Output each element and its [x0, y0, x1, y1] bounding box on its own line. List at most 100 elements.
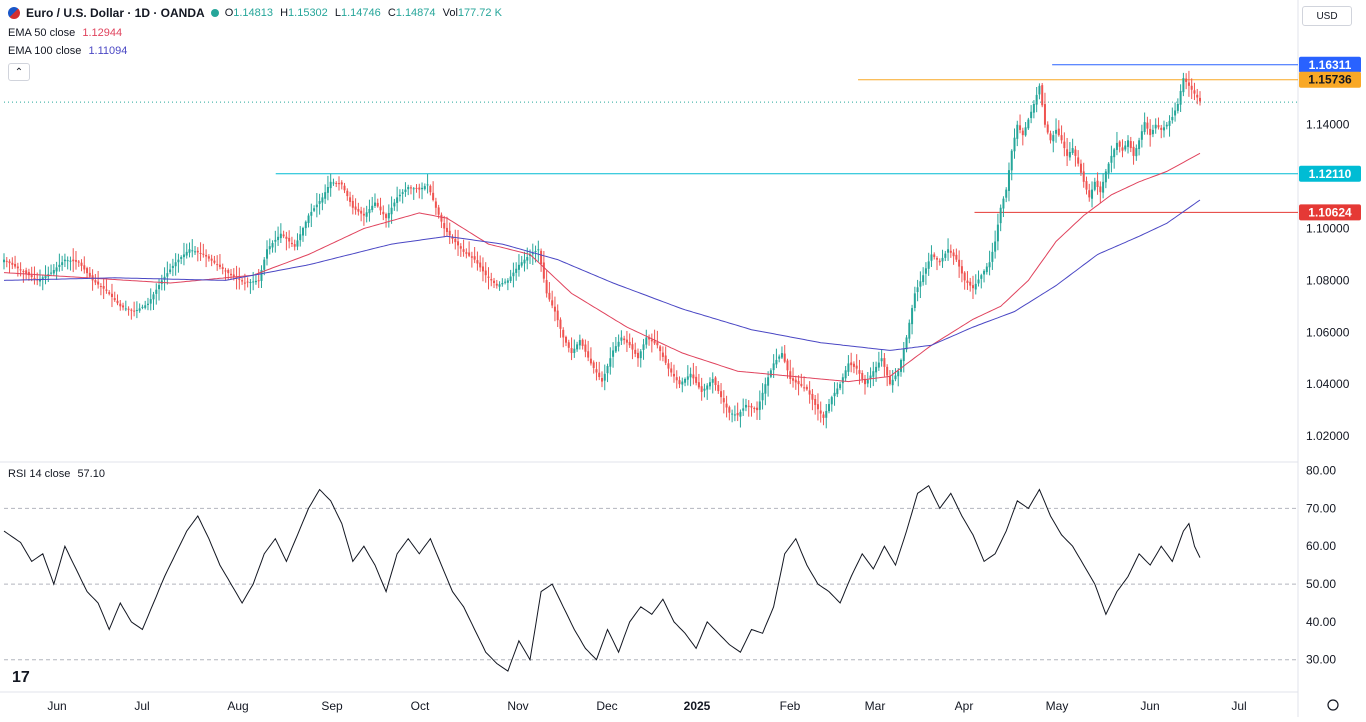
candle-body-192 [534, 250, 537, 253]
candle-body-104 [290, 242, 293, 245]
candle-body-145 [404, 189, 407, 192]
candle-body-226 [628, 341, 631, 346]
candle-body-2 [8, 261, 11, 264]
candle-body-27 [77, 261, 80, 263]
candle-body-256 [711, 378, 714, 383]
collapse-legend-button[interactable]: ⌃ [8, 63, 30, 81]
candle-body-266 [739, 411, 742, 417]
candle-body-161 [448, 230, 451, 236]
candle-body-134 [373, 202, 376, 206]
candle-body-236 [656, 342, 659, 346]
time-tick-label-2: Aug [227, 699, 248, 713]
candle-body-213 [592, 362, 595, 368]
candle-body-126 [351, 200, 354, 208]
candle-body-1 [5, 260, 8, 262]
candle-body-214 [595, 369, 598, 373]
candle-body-62 [174, 262, 177, 267]
candle-body-260 [722, 398, 725, 403]
candle-body-326 [905, 337, 908, 350]
candle-body-138 [385, 214, 388, 219]
symbol-title[interactable]: Euro / U.S. Dollar · 1D · OANDA [26, 6, 205, 20]
candle-body-231 [642, 344, 645, 350]
time-tick-label-8: Feb [780, 699, 801, 713]
candle-body-309 [858, 370, 861, 374]
candle-body-431 [1196, 94, 1199, 98]
candle-body-385 [1068, 151, 1071, 158]
ohlc-values: O1.14813 H1.15302 L1.14746 C1.14874 Vol1… [224, 7, 502, 19]
candle-body-10 [30, 275, 33, 277]
candle-body-379 [1052, 135, 1055, 142]
candle-body-98 [274, 239, 277, 242]
candle-body-172 [479, 262, 482, 268]
candle-body-201 [559, 319, 562, 329]
candle-body-292 [811, 393, 814, 400]
candle-body-327 [908, 322, 911, 339]
candle-body-303 [841, 377, 844, 384]
candle-body-259 [720, 391, 723, 398]
rsi-legend[interactable]: RSI 14 close 57.10 [8, 468, 105, 480]
time-tick-label-3: Sep [321, 699, 343, 713]
candle-body-69 [194, 251, 197, 253]
candle-body-276 [767, 377, 770, 386]
candle-body-31 [88, 272, 91, 277]
candle-body-17 [50, 272, 53, 274]
candle-body-5 [16, 266, 19, 269]
gear-icon[interactable] [1327, 699, 1339, 711]
candle-body-338 [938, 260, 941, 263]
candle-body-21 [61, 262, 64, 266]
candle-body-426 [1182, 78, 1185, 93]
candle-body-60 [169, 269, 172, 273]
rsi-tick-label-3: 50.00 [1306, 577, 1336, 591]
candle-body-350 [971, 285, 974, 289]
candle-body-94 [263, 259, 266, 270]
candle-body-109 [304, 221, 307, 229]
candle-body-272 [756, 407, 759, 411]
candle-body-23 [66, 260, 69, 262]
candle-body-240 [667, 363, 670, 369]
candle-body-235 [653, 340, 656, 344]
candle-body-271 [753, 407, 756, 409]
candle-body-414 [1149, 128, 1152, 136]
ema100-legend[interactable]: EMA 100 close 1.11094 [8, 45, 128, 57]
ema50-legend[interactable]: EMA 50 close 1.12944 [8, 27, 123, 39]
currency-selector[interactable]: USD [1302, 6, 1352, 26]
candle-body-417 [1157, 125, 1160, 128]
price-tick-label-8: 1.02000 [1306, 429, 1350, 443]
candle-body-387 [1074, 149, 1077, 156]
key-level-label-2: 1.12110 [1309, 167, 1352, 181]
candle-body-389 [1079, 163, 1082, 173]
candle-body-45 [127, 308, 130, 310]
candle-body-258 [717, 384, 720, 392]
candle-body-30 [86, 268, 89, 274]
candle-body-189 [526, 257, 529, 261]
candle-body-112 [313, 208, 316, 211]
candle-body-341 [947, 249, 950, 253]
candle-body-72 [202, 253, 205, 255]
candle-body-366 [1016, 124, 1019, 139]
rsi-tick-label-0: 80.00 [1306, 464, 1336, 478]
tradingview-logo: 17 [12, 669, 30, 686]
time-tick-label-9: Mar [865, 699, 886, 713]
candle-body-273 [758, 401, 761, 410]
candle-body-76 [213, 260, 216, 263]
candle-body-29 [83, 265, 86, 270]
candle-body-82 [230, 273, 233, 276]
candle-body-107 [299, 234, 302, 241]
candle-body-3 [11, 262, 14, 265]
candle-body-142 [396, 197, 399, 203]
candle-body-121 [337, 183, 340, 185]
candle-body-186 [517, 264, 520, 270]
candle-body-280 [778, 356, 781, 359]
candle-body-106 [296, 240, 299, 247]
candle-body-264 [733, 414, 736, 416]
candle-body-170 [473, 256, 476, 260]
symbol-header: Euro / U.S. Dollar · 1D · OANDA O1.14813… [8, 6, 502, 20]
candle-body-157 [437, 207, 440, 215]
candle-body-394 [1093, 181, 1096, 190]
candle-body-318 [883, 358, 886, 367]
candle-body-199 [553, 306, 556, 312]
candle-body-377 [1046, 124, 1049, 133]
candle-body-376 [1043, 104, 1046, 125]
candle-body-165 [459, 246, 462, 249]
